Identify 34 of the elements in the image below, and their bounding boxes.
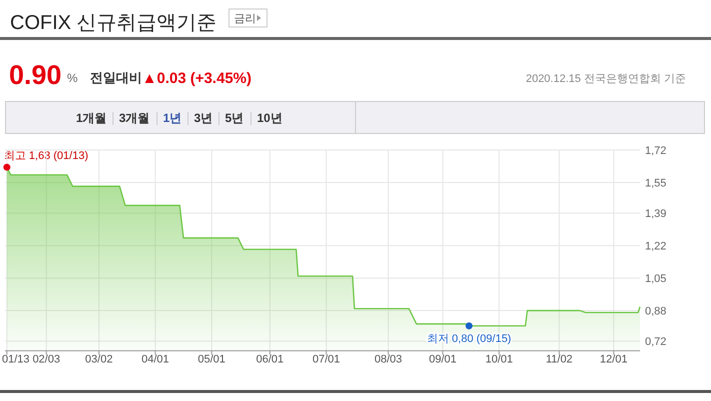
text: % <box>67 71 78 85</box>
y-tick-label: 0,88 <box>645 306 666 318</box>
y-tick-label: 1,22 <box>645 240 666 253</box>
x-tick-label: 05/01 <box>198 354 226 366</box>
text: 5년 <box>225 111 244 125</box>
text: 0.90 <box>9 60 62 90</box>
x-tick-label: 08/03 <box>374 354 402 366</box>
y-tick-label: 1,05 <box>645 273 666 286</box>
x-tick-label: 11/02 <box>546 354 573 366</box>
x-tick-label: 07/01 <box>312 354 340 366</box>
x-tick-label: 03/02 <box>85 354 113 366</box>
y-tick-label: 1,72 <box>645 145 666 157</box>
annotation: 최저 0,80 (09/15) <box>426 332 512 345</box>
x-tick-label: 12/01 <box>600 354 628 366</box>
annotation: 최고 1,63 (01/13) <box>4 150 88 162</box>
text: 3년 <box>194 111 213 125</box>
text: 1개월 <box>76 111 107 125</box>
text: 3개월 <box>119 111 150 125</box>
text: ▲0.03 (+3.45%) <box>142 70 252 87</box>
chart-title: COFIX 신규취급액기준 <box>10 12 217 34</box>
x-tick-label: 01/13 <box>2 354 30 366</box>
y-tick-label: 1,39 <box>645 208 666 220</box>
x-tick-label: 09/01 <box>428 354 456 366</box>
rate-button: 금리 <box>228 8 268 28</box>
y-tick-label: 0,72 <box>645 336 666 348</box>
x-tick-label: 10/01 <box>485 354 513 366</box>
text: 전일대비 <box>90 70 142 85</box>
x-tick-label: 02/03 <box>32 354 60 366</box>
text: 10년 <box>257 111 282 125</box>
x-tick-label: 06/01 <box>256 354 284 366</box>
x-tick-label: 04/01 <box>142 354 170 366</box>
text: 2020.12.15 전국은행연합회 기준 <box>526 73 686 85</box>
text: 1년 <box>163 111 182 125</box>
y-tick-label: 1,55 <box>645 177 666 190</box>
